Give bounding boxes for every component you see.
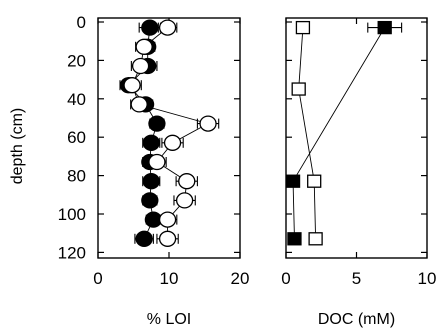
doc-xtick-label: 0 [281, 269, 290, 288]
loi-ytick-label: 100 [58, 205, 86, 224]
loi-series-1-point [178, 173, 196, 190]
loi-series-0-point [135, 230, 153, 247]
doc-series-0-point [285, 174, 301, 188]
loi-series-1-point [130, 96, 148, 113]
loi-series-1-point [163, 134, 182, 151]
loi-series-0-point [148, 115, 166, 132]
loi-ytick-label: 80 [67, 167, 86, 186]
loi-ytick-label: 60 [67, 128, 86, 147]
loi-series-1-point [158, 211, 177, 228]
doc-series-1-line [298, 27, 317, 239]
doc-series-1-point [308, 232, 323, 246]
loi-ytick-label: 40 [67, 90, 86, 109]
doc-xtick-label: 10 [418, 269, 437, 288]
loi-series-0-point [142, 173, 160, 190]
loi-panel: 0 20 40 60 80 100 120 0 10 20 % LOI depth (cm) [9, 13, 249, 328]
doc-panel: 0 5 10 DOC (mM) [281, 17, 437, 328]
doc-series-0-point [287, 232, 302, 246]
loi-xtick-label: 0 [93, 269, 102, 288]
loi-series-0-point [141, 19, 159, 36]
loi-series-1-point [158, 230, 177, 247]
doc-series-0-line [292, 27, 386, 239]
loi-series-1-point [148, 153, 166, 171]
loi-series-1-point [131, 57, 150, 75]
doc-series-1-point [291, 82, 306, 96]
loi-ytick-label: 120 [58, 243, 86, 262]
loi-series-0-point [141, 192, 159, 209]
loi-xaxis-label: % LOI [147, 311, 191, 328]
doc-series-1-point [295, 20, 311, 35]
loi-xtick-label: 10 [160, 269, 179, 288]
loi-yaxis-label: depth (cm) [9, 108, 26, 184]
doc-xaxis-label: DOC (mM) [318, 311, 395, 328]
loi-ytick-label: 20 [67, 51, 86, 70]
loi-series-1-point [175, 192, 194, 209]
doc-series-0-point [377, 20, 392, 35]
loi-series-1-point [123, 77, 141, 94]
doc-xtick-label: 5 [352, 269, 361, 288]
loi-series-1-point [199, 115, 217, 132]
doc-series-1-point [307, 174, 322, 188]
loi-series-0-point [142, 134, 160, 151]
loi-series-1-point [158, 19, 177, 36]
loi-ytick-label: 0 [77, 13, 86, 32]
loi-series-1-point [135, 38, 153, 55]
loi-xtick-label: 20 [231, 269, 250, 288]
